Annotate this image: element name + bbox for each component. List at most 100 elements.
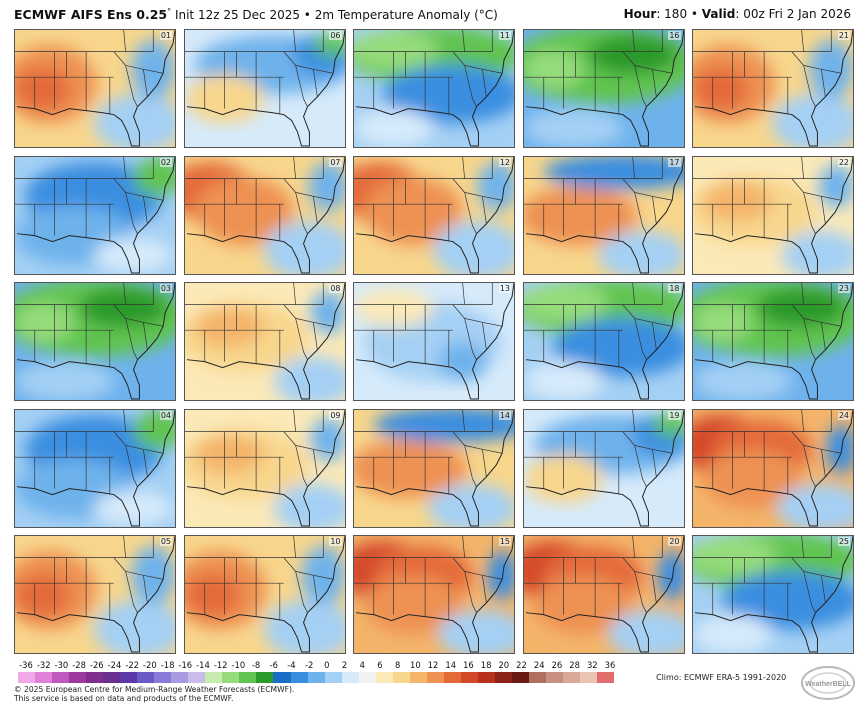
member-number: 18 — [668, 284, 681, 293]
degree-mark: ° — [167, 7, 172, 16]
colorbar-swatch — [358, 672, 376, 683]
colorbar-tick: -36 — [19, 660, 33, 670]
colorbar-swatch — [35, 672, 53, 683]
colorbar-tick: 22 — [516, 660, 527, 670]
anomaly-map — [523, 409, 684, 527]
colorbar-swatch — [239, 672, 257, 683]
anomaly-map — [184, 156, 345, 274]
colorbar-tick: 10 — [409, 660, 421, 670]
member-number: 06 — [329, 31, 342, 40]
anomaly-map — [693, 536, 853, 653]
anomaly-map — [523, 283, 684, 400]
colorbar-swatch — [528, 672, 546, 683]
member-panel-09: 09 — [183, 408, 346, 528]
member-panel-23: 23 — [692, 282, 854, 401]
member-number: 02 — [159, 157, 172, 167]
colorbar-swatch — [392, 672, 410, 683]
copyright-line-2: This service is based on data and produc… — [14, 694, 234, 703]
colorbar-tick: -24 — [107, 660, 122, 670]
member-number: 17 — [668, 157, 681, 167]
anomaly-map — [184, 283, 345, 400]
colorbar-tick: 32 — [586, 660, 598, 670]
title: ECMWF AIFS Ens 0.25° Init 12z 25 Dec 202… — [14, 7, 498, 22]
member-number: 12 — [498, 157, 511, 167]
anomaly-map — [693, 409, 853, 527]
anomaly-map — [693, 283, 853, 400]
colorbar-swatch — [188, 672, 206, 683]
member-panel-06: 06 — [183, 29, 346, 148]
colorbar-swatch — [341, 672, 359, 683]
anomaly-map — [15, 409, 175, 527]
colorbar-tick: 6 — [377, 660, 383, 670]
colorbar-tick: -32 — [36, 660, 51, 670]
colorbar-swatch — [494, 672, 512, 683]
colorbar-swatch — [290, 672, 308, 683]
member-panel-03: 03 — [14, 282, 176, 401]
colorbar-swatch — [222, 672, 240, 683]
member-panel-12: 12 — [353, 155, 515, 275]
colorbar-swatch — [597, 672, 615, 683]
colorbar-swatch — [154, 672, 172, 683]
member-number: 25 — [837, 537, 850, 546]
valid-time: Hour: 180 • Valid: 00z Fri 2 Jan 2026 — [624, 7, 851, 21]
colorbar-tick: 24 — [533, 660, 545, 670]
member-panel-01: 01 — [14, 29, 176, 148]
member-number: 07 — [329, 157, 342, 167]
member-number: 20 — [668, 537, 681, 546]
colorbar-tick: -12 — [213, 660, 228, 670]
member-panel-24: 24 — [692, 408, 854, 528]
colorbar-swatch — [103, 672, 121, 683]
colorbar-tick: 18 — [480, 660, 492, 670]
logo-text: WeatherBELL — [805, 681, 851, 688]
colorbar-tick: 4 — [359, 660, 365, 670]
run-details: Init 12z 25 Dec 2025 • 2m Temperature An… — [174, 8, 498, 22]
colorbar-tick: 0 — [324, 660, 330, 670]
member-number: 10 — [329, 537, 342, 546]
member-number: 01 — [159, 31, 172, 40]
colorbar-tick: -14 — [196, 660, 210, 670]
hour-value: : 180 • — [656, 7, 698, 21]
model-name: ECMWF AIFS Ens 0.25 — [14, 7, 168, 22]
member-number: 24 — [837, 410, 850, 420]
colorbar-swatch — [375, 672, 393, 683]
anomaly-map — [523, 536, 684, 653]
colorbar-swatch — [171, 672, 189, 683]
anomaly-map — [184, 30, 345, 147]
colorbar-tick: -8 — [251, 660, 261, 670]
colorbar-swatch — [443, 672, 461, 683]
anomaly-map — [184, 536, 345, 653]
anomaly-map — [693, 156, 853, 274]
colorbar-swatch — [307, 672, 325, 683]
anomaly-map — [15, 536, 175, 653]
member-number: 15 — [498, 537, 511, 546]
colorbar-swatch — [137, 672, 155, 683]
colorbar-swatch — [426, 672, 444, 683]
anomaly-map — [354, 536, 514, 653]
valid-value: : 00z Fri 2 Jan 2026 — [735, 7, 851, 21]
colorbar-tick: -16 — [178, 660, 193, 670]
member-panel-20: 20 — [522, 535, 685, 654]
member-panel-07: 07 — [183, 155, 346, 275]
colorbar-swatch — [409, 672, 427, 683]
colorbar-tick: 14 — [445, 660, 457, 670]
member-panel-21: 21 — [692, 29, 854, 148]
temperature-colorbar — [18, 672, 615, 683]
member-number: 22 — [837, 157, 850, 167]
member-panel-08: 08 — [183, 282, 346, 401]
anomaly-map — [15, 156, 175, 274]
climo-note: Climo: ECMWF ERA-5 1991-2020 — [656, 673, 787, 682]
member-number: 19 — [668, 410, 681, 420]
colorbar-swatch — [86, 672, 104, 683]
anomaly-map — [693, 30, 853, 147]
member-panel-14: 14 — [353, 408, 515, 528]
colorbar-swatch — [256, 672, 274, 683]
anomaly-map — [354, 283, 514, 400]
copyright-line-1: © 2025 European Centre for Medium-Range … — [14, 685, 295, 694]
member-number: 03 — [159, 284, 172, 293]
member-panel-22: 22 — [692, 155, 854, 275]
member-panel-17: 17 — [522, 155, 685, 275]
colorbar-tick: -26 — [89, 660, 104, 670]
anomaly-map — [523, 156, 684, 274]
colorbar-tick: 20 — [498, 660, 510, 670]
member-number: 21 — [837, 31, 850, 40]
